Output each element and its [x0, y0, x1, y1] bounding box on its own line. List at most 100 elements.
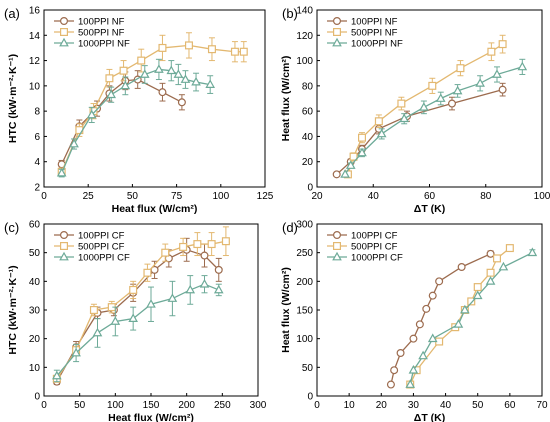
- data-point: [435, 93, 446, 102]
- data-point: [207, 240, 216, 249]
- legend-label: 500PPI NF: [351, 28, 398, 39]
- legend-label: 500PPI CF: [351, 242, 398, 253]
- data-point: [86, 109, 97, 119]
- y-tick-label: 120: [296, 31, 313, 42]
- data-point: [105, 74, 114, 83]
- data-point: [415, 320, 424, 329]
- x-tick-label: 50: [74, 400, 86, 411]
- data-point: [486, 249, 495, 258]
- panel-c: 0 50 100 150 200 250 300 0 10 20 30 40 50 60 Heat flux…: [4, 220, 267, 422]
- x-tick-label: 300: [250, 400, 267, 411]
- data-point: [128, 313, 138, 322]
- data-point: [177, 98, 186, 107]
- data-point: [89, 306, 98, 315]
- data-point: [418, 350, 428, 360]
- legend-label: 500PPI NF: [78, 28, 125, 39]
- data-point: [120, 80, 131, 90]
- data-point: [487, 47, 496, 56]
- data-point: [56, 167, 67, 177]
- y-tick-label: 2: [34, 183, 40, 194]
- data-point: [485, 276, 496, 285]
- data-point: [427, 333, 438, 343]
- data-point: [357, 147, 367, 157]
- data-point: [472, 290, 483, 300]
- data-point: [527, 247, 538, 257]
- y-tick-label: 12: [29, 56, 41, 67]
- data-point: [230, 47, 239, 56]
- legend-marker: [59, 17, 68, 26]
- x-tick-label: 75: [171, 191, 183, 202]
- y-tick-label: 50: [302, 363, 314, 374]
- data-point: [184, 41, 193, 50]
- data-point: [158, 43, 167, 52]
- y-tick-label: 50: [29, 248, 41, 259]
- x-tick-label: 0: [314, 400, 320, 411]
- data-point: [374, 117, 383, 126]
- legend-label: 100PPI CF: [351, 231, 398, 242]
- data-point: [422, 304, 431, 313]
- data-point: [452, 85, 463, 95]
- legend-marker: [333, 17, 342, 26]
- data-point: [158, 88, 167, 97]
- x-axis-label: Heat flux (W/cm²): [112, 203, 198, 215]
- series-500ppi-nf: 500PPI NF: [327, 28, 507, 179]
- data-point: [457, 263, 466, 272]
- data-point: [173, 69, 184, 78]
- y-tick-label: 40: [29, 277, 41, 288]
- data-point: [358, 133, 367, 142]
- x-tick-label: 60: [504, 400, 516, 411]
- series-500ppi-cf: 500PPI CF: [52, 226, 230, 383]
- data-point: [453, 319, 464, 328]
- data-point: [376, 128, 387, 138]
- y-tick-label: 150: [296, 306, 313, 317]
- panel-label: (b): [282, 6, 298, 21]
- y-tick-label: 60: [302, 107, 314, 118]
- series-line: [390, 253, 491, 385]
- y-tick-label: 20: [302, 157, 314, 168]
- x-tick-label: 0: [41, 400, 47, 411]
- panel-label: (d): [282, 220, 298, 235]
- y-tick-label: 40: [302, 132, 314, 143]
- x-tick-label: 100: [212, 191, 229, 202]
- legend-label: 1000PPI CF: [351, 253, 403, 264]
- data-point: [161, 248, 170, 257]
- data-point: [498, 261, 509, 271]
- y-tick-label: 0: [307, 183, 313, 194]
- data-point: [146, 299, 156, 308]
- y-tick-label: 100: [296, 334, 313, 345]
- legend-marker: [59, 37, 69, 47]
- series-1000ppi-nf: 1000PPI NF: [327, 37, 528, 178]
- legend-label: 100PPI NF: [78, 17, 125, 28]
- series-line: [61, 44, 244, 173]
- data-point: [119, 66, 128, 75]
- data-point: [505, 244, 514, 253]
- x-tick-label: 100: [534, 191, 550, 202]
- data-point: [456, 64, 465, 73]
- data-point: [349, 152, 358, 161]
- y-tick-label: 80: [302, 81, 314, 92]
- data-point: [185, 284, 196, 294]
- data-point: [71, 347, 81, 357]
- data-point: [399, 113, 410, 123]
- plot-frame: [43, 9, 266, 188]
- data-point: [498, 40, 507, 49]
- x-tick-label: 70: [536, 400, 548, 411]
- data-point: [473, 283, 482, 292]
- data-point: [139, 69, 150, 78]
- legend-marker: [333, 231, 342, 240]
- legend-marker: [59, 28, 68, 37]
- data-point: [167, 293, 178, 302]
- x-tick-label: 10: [344, 400, 356, 411]
- x-tick-label: 60: [424, 191, 436, 202]
- data-point: [180, 74, 191, 83]
- panel-d: 0 10 20 30 40 50 60 70 0 50 100 150 200 250 300 ΔT (K) H…: [280, 220, 548, 422]
- data-point: [166, 65, 177, 75]
- y-tick-label: 140: [296, 6, 313, 17]
- series-1000ppi-cf: 1000PPI CF: [52, 251, 224, 383]
- y-tick-label: 20: [29, 334, 41, 345]
- y-tick-label: 16: [29, 6, 41, 17]
- y-axis-label: Heat flux (W/cm²): [280, 56, 292, 142]
- y-tick-label: 0: [307, 392, 313, 403]
- x-tick-label: 250: [214, 400, 231, 411]
